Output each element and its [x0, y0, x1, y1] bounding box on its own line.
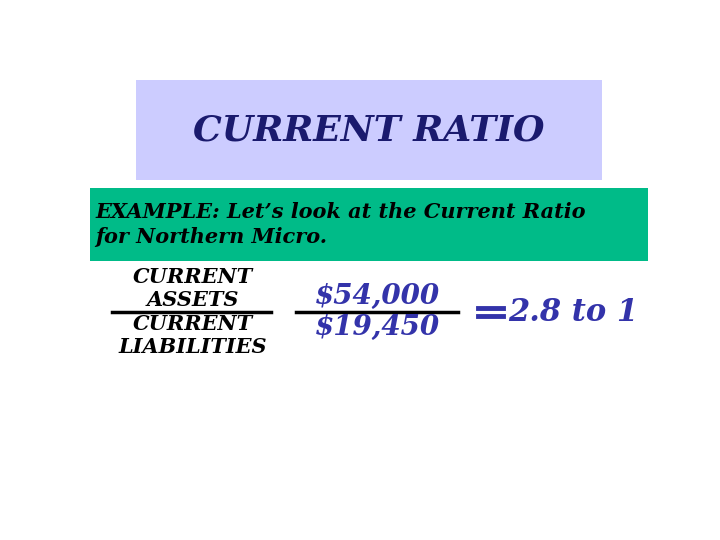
- Text: $19,450: $19,450: [315, 314, 440, 341]
- Text: EXAMPLE: Let’s look at the Current Ratio
for Northern Micro.: EXAMPLE: Let’s look at the Current Ratio…: [96, 201, 586, 247]
- FancyBboxPatch shape: [136, 80, 602, 180]
- Text: CURRENT
ASSETS: CURRENT ASSETS: [133, 267, 253, 310]
- Text: CURRENT
LIABILITIES: CURRENT LIABILITIES: [119, 314, 268, 357]
- FancyBboxPatch shape: [90, 188, 648, 261]
- Text: CURRENT RATIO: CURRENT RATIO: [193, 113, 545, 147]
- Text: 2.8 to 1: 2.8 to 1: [508, 296, 639, 328]
- Text: $54,000: $54,000: [315, 283, 440, 310]
